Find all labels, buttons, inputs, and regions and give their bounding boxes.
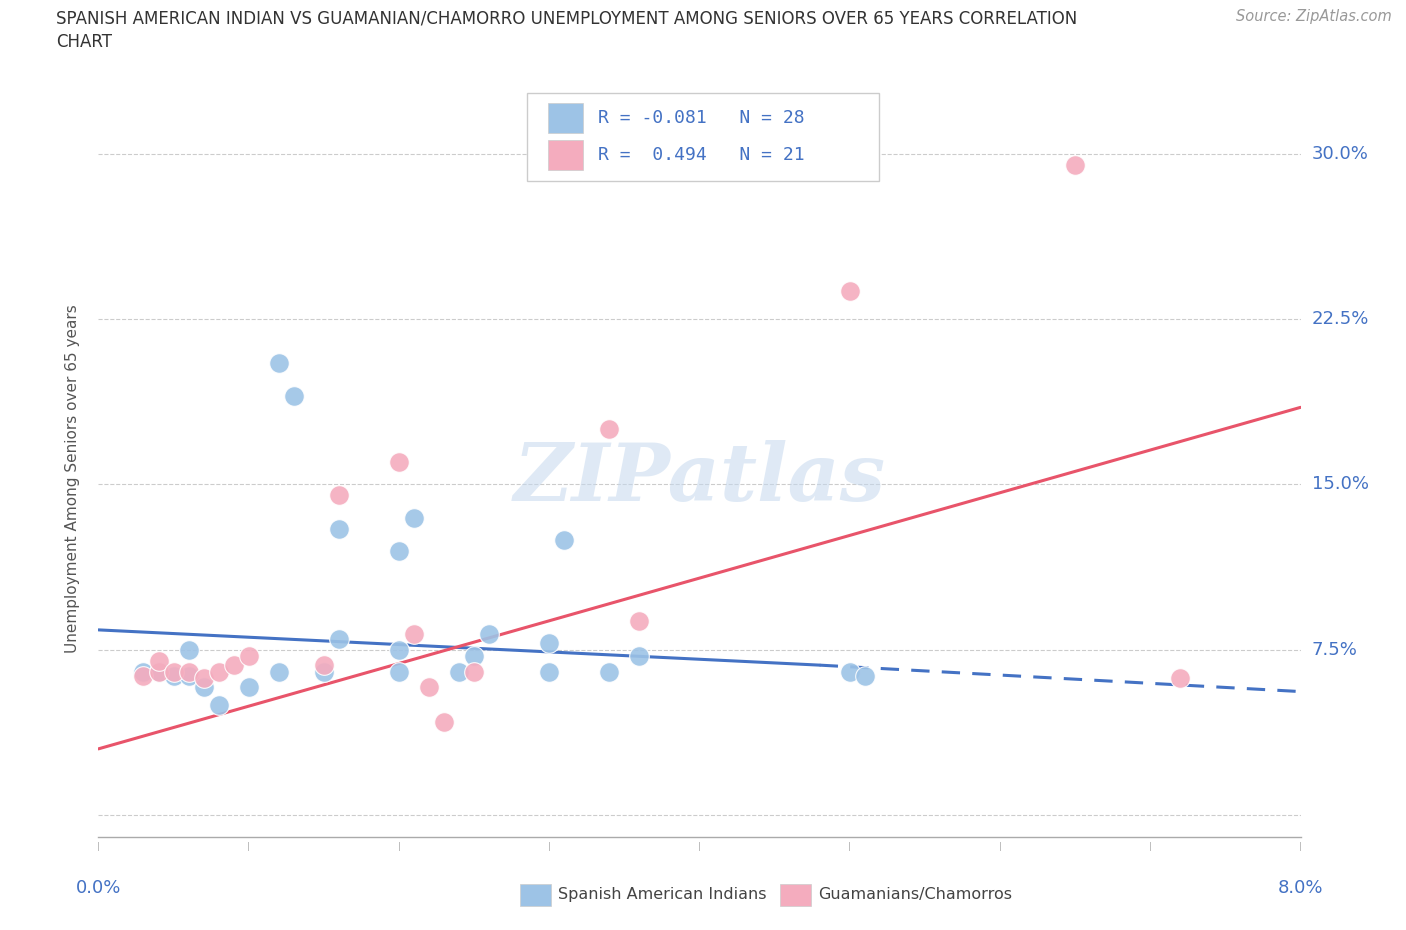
Point: [177, 664, 200, 679]
Point: [162, 664, 184, 679]
Point: [132, 669, 155, 684]
Point: [598, 664, 620, 679]
Text: |: |: [998, 842, 1001, 851]
Point: [222, 658, 245, 672]
Point: [463, 649, 485, 664]
Point: [418, 680, 440, 695]
Point: [388, 664, 411, 679]
Point: [312, 658, 335, 672]
Point: [267, 664, 290, 679]
Text: Source: ZipAtlas.com: Source: ZipAtlas.com: [1236, 9, 1392, 24]
Point: [148, 653, 170, 668]
Point: [538, 636, 561, 651]
Point: [628, 614, 651, 629]
Point: [283, 389, 305, 404]
Point: [238, 680, 260, 695]
Text: 30.0%: 30.0%: [1312, 145, 1368, 163]
Text: |: |: [97, 842, 100, 851]
Text: |: |: [247, 842, 250, 851]
Text: 15.0%: 15.0%: [1312, 475, 1369, 494]
Point: [838, 283, 860, 298]
Point: [478, 627, 501, 642]
Text: Spanish American Indians: Spanish American Indians: [558, 887, 766, 902]
Point: [148, 664, 170, 679]
Point: [553, 532, 575, 547]
Point: [538, 664, 561, 679]
Point: [1168, 671, 1191, 685]
Text: 7.5%: 7.5%: [1312, 641, 1358, 658]
Point: [388, 455, 411, 470]
Point: [328, 631, 350, 646]
Point: [267, 356, 290, 371]
Point: [162, 669, 184, 684]
Text: CHART: CHART: [56, 33, 112, 50]
Point: [463, 664, 485, 679]
Point: [132, 664, 155, 679]
Point: [177, 643, 200, 658]
Point: [312, 664, 335, 679]
Text: SPANISH AMERICAN INDIAN VS GUAMANIAN/CHAMORRO UNEMPLOYMENT AMONG SENIORS OVER 65: SPANISH AMERICAN INDIAN VS GUAMANIAN/CHA…: [56, 9, 1077, 27]
Point: [238, 649, 260, 664]
Point: [1064, 157, 1087, 172]
Point: [148, 664, 170, 679]
Point: [328, 521, 350, 536]
Point: [193, 671, 215, 685]
Point: [838, 664, 860, 679]
Text: |: |: [697, 842, 702, 851]
Point: [628, 649, 651, 664]
Point: [208, 664, 231, 679]
Point: [433, 715, 456, 730]
Point: [853, 669, 876, 684]
Point: [177, 669, 200, 684]
Point: [447, 664, 470, 679]
Point: [402, 510, 425, 525]
Point: [193, 680, 215, 695]
Text: |: |: [848, 842, 851, 851]
Text: |: |: [398, 842, 401, 851]
Point: [388, 543, 411, 558]
Text: R =  0.494   N = 21: R = 0.494 N = 21: [598, 146, 804, 165]
Y-axis label: Unemployment Among Seniors over 65 years: Unemployment Among Seniors over 65 years: [65, 305, 80, 653]
Text: Guamanians/Chamorros: Guamanians/Chamorros: [818, 887, 1012, 902]
Text: 0.0%: 0.0%: [76, 879, 121, 897]
Text: |: |: [1149, 842, 1152, 851]
Text: 8.0%: 8.0%: [1278, 879, 1323, 897]
Point: [402, 627, 425, 642]
Point: [598, 422, 620, 437]
Text: ZIPatlas: ZIPatlas: [513, 440, 886, 518]
Point: [388, 643, 411, 658]
Point: [208, 698, 231, 712]
Point: [328, 488, 350, 503]
Text: |: |: [1299, 842, 1302, 851]
Text: 22.5%: 22.5%: [1312, 311, 1369, 328]
Text: |: |: [548, 842, 551, 851]
Text: R = -0.081   N = 28: R = -0.081 N = 28: [598, 109, 804, 127]
